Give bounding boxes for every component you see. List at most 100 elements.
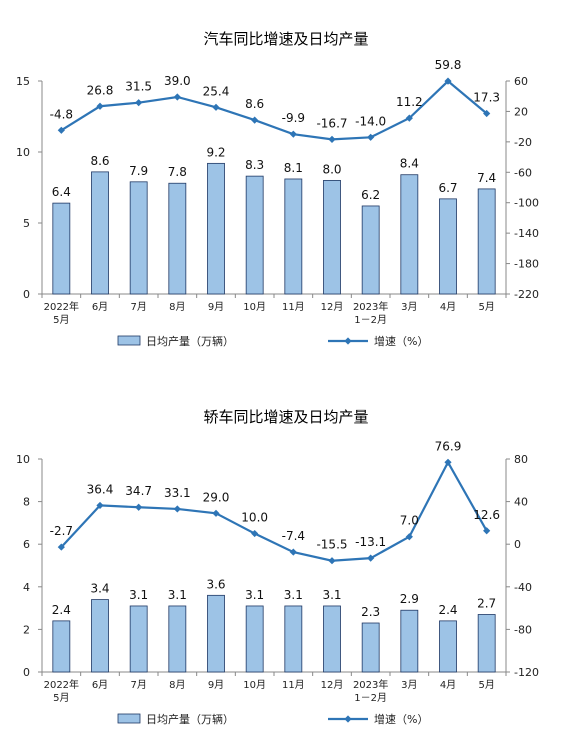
x-axis-tick-label: 2023年: [353, 300, 388, 313]
legend-line-marker: [344, 337, 352, 345]
bar: [91, 171, 109, 295]
x-axis-tick-label: 2023年: [353, 678, 388, 691]
bar: [91, 599, 109, 673]
growth-value-label: 29.0: [203, 490, 230, 504]
bar: [400, 609, 419, 673]
growth-value-label: 59.8: [435, 58, 462, 72]
bar-value-label: 6.7: [438, 181, 457, 195]
bar-value-label: 2.9: [400, 592, 419, 606]
car-production-chart: 汽车同比增速及日均产量 0 5 10 15 60 20 -20 -60 -100 -140 -180 -…: [0, 0, 572, 370]
bar-value-label: 3.1: [284, 588, 303, 602]
growth-point: [483, 109, 491, 118]
growth-point: [96, 102, 104, 110]
bar: [245, 175, 264, 295]
bar-value-label: 2.3: [361, 605, 380, 619]
growth-point: [405, 533, 413, 541]
bar-value-label: 3.4: [90, 582, 109, 596]
x-axis-tick-label: 3月: [401, 301, 417, 313]
x-axis-tick-label: 7月: [130, 679, 146, 691]
x-axis-tick-label: 6月: [92, 679, 108, 691]
bar: [477, 614, 496, 673]
growth-value-label: -16.7: [316, 116, 347, 130]
bar: [477, 188, 496, 295]
growth-value-label: -15.5: [316, 538, 347, 552]
legend-line-marker: [344, 715, 352, 723]
legend-line-label: 增速（%）: [374, 334, 428, 348]
chart-title: 轿车同比增速及日均产量: [203, 408, 368, 426]
x-axis-tick-label: 9月: [208, 301, 224, 313]
bar-value-label: 8.1: [284, 161, 303, 175]
bar: [207, 162, 225, 295]
x-axis-tick-label: 1－2月: [354, 692, 387, 704]
right-axis-tick-label: -80: [514, 623, 532, 636]
bar: [207, 594, 225, 673]
left-axis-tick-label: 6: [23, 538, 30, 551]
growth-point: [173, 505, 181, 513]
sedan-production-chart: 轿车同比增速及日均产量 0 2 4 6 8 10 80 40 0 -40 -80 -120 2022年 5月…: [0, 378, 572, 748]
growth-value-label: 8.6: [245, 97, 264, 111]
growth-value-label: 26.8: [87, 83, 114, 97]
growth-point: [212, 103, 220, 111]
bar: [284, 178, 303, 295]
growth-value-label: 34.7: [125, 484, 152, 498]
bar: [168, 182, 187, 295]
right-axis-tick-label: 60: [514, 75, 528, 88]
bar-value-label: 7.4: [477, 171, 496, 185]
chart-svg: 汽车同比增速及日均产量 0 5 10 15 60 20 -20 -60 -100 -140 -180 -…: [16, 30, 539, 348]
x-axis-tick-label: 10月: [243, 679, 266, 691]
growth-value-label: 7.0: [400, 514, 419, 528]
bar-value-label: 3.1: [322, 588, 341, 602]
right-axis-tick-label: -120: [514, 666, 539, 679]
left-axis-tick-label: 0: [23, 666, 30, 679]
growth-point: [444, 77, 452, 85]
x-axis-tick-label: 11月: [282, 301, 305, 313]
x-axis-tick-label: 8月: [169, 679, 185, 691]
chart-title: 汽车同比增速及日均产量: [203, 30, 368, 48]
bar: [361, 622, 380, 673]
left-axis-tick-label: 8: [23, 496, 30, 509]
growth-point: [367, 554, 375, 562]
growth-value-label: 12.6: [473, 508, 500, 522]
growth-value-label: 11.2: [396, 95, 423, 109]
x-axis-tick-label: 9月: [208, 679, 224, 691]
bar: [129, 181, 148, 295]
right-axis-tick-label: 20: [514, 105, 528, 118]
bar: [439, 620, 457, 673]
x-axis-tick-label: 12月: [321, 301, 344, 313]
x-axis-tick-label: 11月: [282, 679, 305, 691]
right-axis-tick-label: -40: [514, 581, 532, 594]
x-axis-tick-label: 8月: [169, 301, 185, 313]
x-axis-tick-label: 1－2月: [354, 314, 387, 326]
legend-bar-swatch: [117, 335, 141, 346]
bar: [129, 605, 148, 673]
bar: [439, 198, 457, 295]
right-axis-tick-label: -140: [514, 227, 539, 240]
bar: [323, 179, 341, 295]
bar-value-label: 2.4: [52, 603, 71, 617]
growth-value-label: 36.4: [87, 482, 114, 496]
x-axis-tick-label: 4月: [440, 301, 456, 313]
bar: [361, 205, 380, 295]
bar-value-label: 7.9: [129, 164, 148, 178]
x-axis-tick-label: 10月: [243, 301, 266, 313]
growth-point: [444, 458, 452, 466]
x-axis-tick-label: 5月: [53, 314, 69, 326]
growth-point: [57, 543, 65, 551]
growth-value-label: -7.4: [282, 529, 305, 543]
growth-value-label: 25.4: [203, 84, 230, 98]
x-axis-tick-label: 2022年: [44, 678, 79, 691]
growth-point: [135, 503, 143, 511]
bar: [168, 605, 187, 673]
growth-value-label: -9.9: [282, 111, 305, 125]
growth-value-label: -13.1: [355, 535, 386, 549]
growth-line: [60, 459, 488, 562]
growth-value-label: 17.3: [473, 90, 500, 104]
right-axis-tick-label: -100: [514, 197, 539, 210]
growth-value-label: 31.5: [125, 80, 152, 94]
bar-value-label: 8.3: [245, 158, 264, 172]
left-axis-tick-label: 10: [16, 453, 30, 466]
left-axis-tick-label: 10: [16, 146, 30, 159]
left-axis-tick-label: 5: [23, 217, 30, 230]
growth-line: [60, 79, 488, 141]
